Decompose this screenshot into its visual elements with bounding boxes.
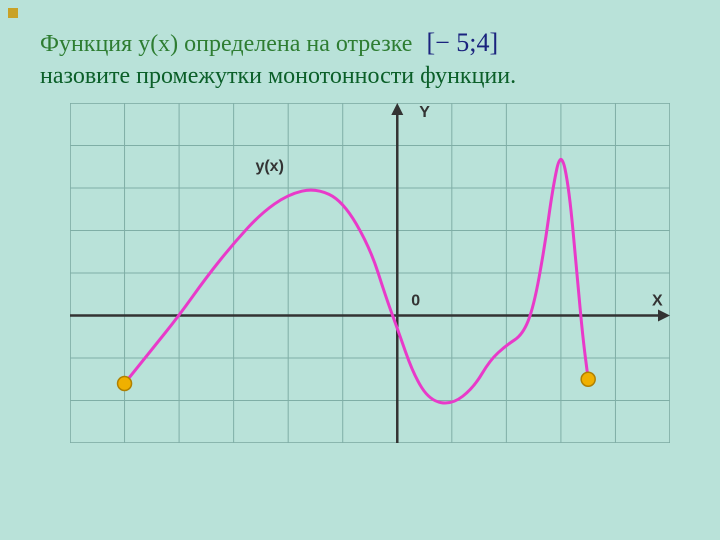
corner-decoration <box>8 8 18 18</box>
title-domain: [− 5;4] <box>426 25 498 60</box>
title-line1: Функция у(х) определена на отрезке <box>40 31 412 57</box>
chart: Y X 0 y(x) <box>70 103 680 448</box>
chart-svg: Y X 0 y(x) <box>70 103 670 443</box>
slide-title: Функция у(х) определена на отрезке [− 5;… <box>40 25 680 93</box>
svg-text:Y: Y <box>419 104 430 121</box>
svg-text:0: 0 <box>411 292 420 309</box>
svg-text:X: X <box>652 292 663 309</box>
slide: Функция у(х) определена на отрезке [− 5;… <box>0 0 720 540</box>
svg-text:y(x): y(x) <box>255 158 283 175</box>
title-line2: назовите промежутки монотонности функции… <box>40 63 516 89</box>
